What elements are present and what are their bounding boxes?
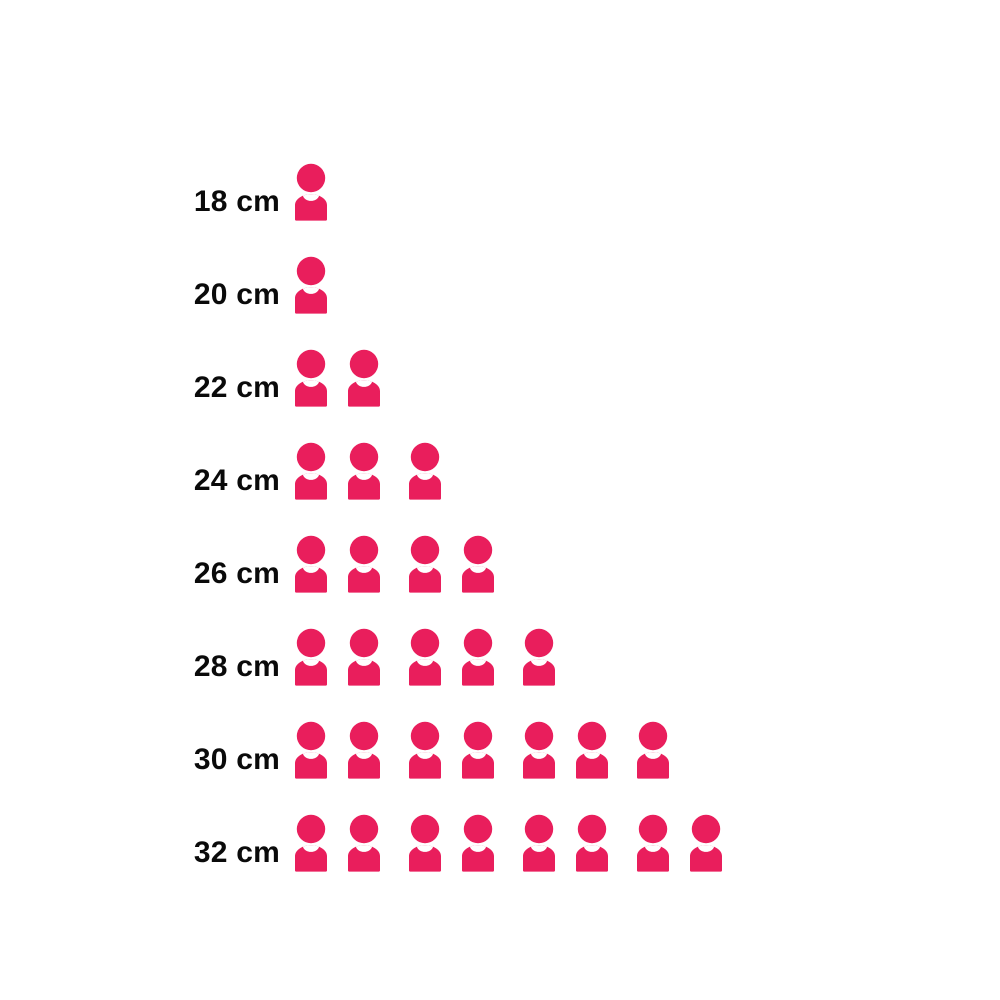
icon-group (287, 812, 388, 874)
icon-group (287, 719, 388, 781)
row-label: 24 cm (193, 464, 280, 497)
person-icon (340, 626, 388, 688)
person-icon (287, 812, 335, 874)
person-icon (401, 812, 449, 874)
person-icon (287, 626, 335, 688)
person-icon (287, 440, 335, 502)
person-icon (629, 812, 677, 874)
person-icon (401, 719, 449, 781)
icon-group (287, 161, 335, 223)
icon-group (401, 440, 449, 502)
row-label: 28 cm (193, 650, 280, 683)
person-icon (682, 812, 730, 874)
pictogram-row: 32 cm (0, 781, 1000, 874)
person-icon (340, 347, 388, 409)
icon-group (287, 533, 388, 595)
pictogram-row: 24 cm (0, 409, 1000, 502)
icon-group (629, 719, 677, 781)
row-label: 32 cm (193, 836, 280, 869)
icon-group (287, 347, 388, 409)
pictogram-row: 28 cm (0, 595, 1000, 688)
person-icon (340, 719, 388, 781)
person-icon (287, 533, 335, 595)
pictogram-row: 20 cm (0, 223, 1000, 316)
row-icons (287, 161, 1000, 223)
row-label: 18 cm (193, 185, 280, 218)
person-icon (340, 440, 388, 502)
person-icon (515, 719, 563, 781)
row-label: 20 cm (193, 278, 280, 311)
row-icons (287, 626, 1000, 688)
row-label: 22 cm (193, 371, 280, 404)
person-icon (454, 719, 502, 781)
person-icon (287, 161, 335, 223)
pictogram-row: 22 cm (0, 316, 1000, 409)
person-icon (340, 812, 388, 874)
person-icon (568, 719, 616, 781)
pictogram-row: 26 cm (0, 502, 1000, 595)
icon-group (287, 440, 388, 502)
row-icons (287, 254, 1000, 316)
person-icon (454, 626, 502, 688)
icon-group (629, 812, 730, 874)
row-icons (287, 812, 1000, 874)
person-icon (629, 719, 677, 781)
icon-group (401, 533, 502, 595)
pictogram-row: 18 cm (0, 130, 1000, 223)
icon-group (515, 719, 616, 781)
person-icon (340, 533, 388, 595)
row-icons (287, 440, 1000, 502)
person-icon (287, 347, 335, 409)
row-label: 26 cm (193, 557, 280, 590)
row-icons (287, 719, 1000, 781)
pictogram-row: 30 cm (0, 688, 1000, 781)
icon-group (401, 719, 502, 781)
icon-group (287, 626, 388, 688)
person-icon (287, 719, 335, 781)
person-icon (568, 812, 616, 874)
person-icon (401, 626, 449, 688)
icon-group (401, 812, 502, 874)
person-icon (515, 812, 563, 874)
person-icon (401, 533, 449, 595)
icon-group (401, 626, 502, 688)
icon-group (515, 626, 563, 688)
icon-group (515, 812, 616, 874)
pictogram-rows: 18 cm 20 cm 22 cm 24 cm 26 cm 28 cm 30 cm 32 cm (0, 130, 1000, 874)
row-icons (287, 347, 1000, 409)
row-icons (287, 533, 1000, 595)
icon-group (287, 254, 335, 316)
person-icon (454, 812, 502, 874)
row-label: 30 cm (193, 743, 280, 776)
person-icon (287, 254, 335, 316)
person-icon (515, 626, 563, 688)
person-icon (401, 440, 449, 502)
person-icon (454, 533, 502, 595)
